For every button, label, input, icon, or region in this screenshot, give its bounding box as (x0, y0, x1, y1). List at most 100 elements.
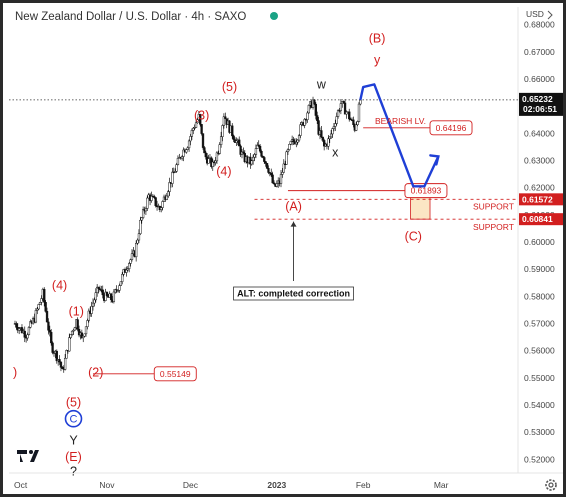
candle-body (327, 138, 330, 147)
candle-body (86, 320, 89, 328)
candle-body (254, 148, 258, 155)
candle-body (187, 140, 191, 149)
candle-body (176, 157, 180, 165)
candle-body (186, 147, 189, 150)
wave-label: (E) (65, 450, 82, 464)
candle-body (153, 196, 156, 198)
price-chart[interactable]: New Zealand Dollar / U.S. Dollar · 4h · … (3, 3, 566, 500)
candle-body (140, 217, 143, 221)
wave-label: (4) (52, 279, 67, 293)
time-tick-label: Oct (14, 480, 28, 490)
candle-body (96, 286, 99, 293)
candle-body (307, 105, 311, 114)
level-value: 0.55149 (160, 369, 191, 379)
candle-body (116, 290, 120, 292)
time-tick-label: Mar (434, 480, 449, 490)
candle-body (296, 139, 299, 143)
candle-body (185, 149, 188, 153)
candle-body (97, 286, 100, 290)
price-tick-label: 0.67000 (524, 47, 555, 57)
wave-label: y (374, 53, 381, 67)
candle-body (204, 152, 207, 158)
symbol-title[interactable]: New Zealand Dollar / U.S. Dollar · 4h · … (15, 11, 246, 23)
candle-body (260, 151, 263, 157)
price-tick-label: 0.55000 (524, 373, 555, 383)
wave-label: (5) (222, 80, 237, 94)
candle-body (285, 151, 288, 165)
support-price-value: 0.60841 (522, 214, 553, 224)
candle-body (221, 125, 224, 137)
candle-body (80, 332, 83, 339)
circled-wave-c-marker (64, 409, 83, 428)
candle-body (119, 281, 122, 286)
price-axis[interactable]: 0.680000.670000.660000.650000.640000.630… (524, 20, 555, 465)
candle-body (48, 329, 51, 333)
candle-body (26, 334, 29, 339)
candle-body (27, 327, 31, 335)
tradingview-logo-icon[interactable] (17, 450, 39, 462)
candle-body (115, 289, 118, 291)
candle-body (65, 350, 68, 359)
candle-body (349, 118, 352, 121)
candle-body (18, 328, 21, 331)
candle-body (335, 116, 338, 124)
candle-body (201, 133, 205, 148)
candle-body (192, 127, 195, 131)
annotation-arrow-icon (290, 221, 297, 227)
candle-body (253, 154, 256, 158)
currency-label[interactable]: USD (526, 9, 544, 19)
candle-body (180, 156, 184, 159)
candle-body (272, 182, 276, 184)
wave-label: (1) (69, 304, 84, 318)
wave-label: ? (70, 465, 77, 479)
candle-body (94, 292, 97, 301)
candle-body (222, 116, 226, 126)
candle-body (45, 311, 49, 323)
candle-body (289, 141, 292, 145)
candle-body (352, 119, 355, 125)
projection-path (359, 83, 440, 188)
candle-body (154, 197, 157, 206)
wave-label: (B) (369, 31, 386, 45)
candle-body (129, 259, 132, 264)
support-price-tag (519, 193, 563, 206)
candle-body (218, 144, 221, 154)
horizontal-levels: 0.55149 0.61893 0.64196 (92, 120, 473, 382)
level-value: 0.61893 (411, 186, 442, 196)
candle-body (189, 136, 192, 142)
candle-body (44, 302, 47, 312)
candle-body (214, 160, 217, 163)
wave-label: (C) (405, 230, 422, 244)
wave-label: (A) (285, 200, 302, 214)
candle-body (101, 289, 104, 296)
candle-body (194, 122, 198, 128)
candle-body (72, 329, 75, 332)
time-tick-label: Feb (356, 480, 371, 490)
annotation-box (233, 286, 354, 301)
candle-body (50, 331, 53, 344)
wave-label: Y (69, 433, 78, 447)
candle-body (63, 357, 67, 370)
candle-body (47, 321, 50, 331)
candle-body (281, 172, 284, 175)
candle-body (329, 133, 333, 138)
chevron-down-icon[interactable] (547, 10, 553, 20)
candle-body (316, 115, 319, 121)
candle-body (135, 243, 138, 258)
candle-body (76, 319, 79, 330)
support-label: SUPPORT (473, 222, 514, 232)
time-tick-label: 2023 (267, 480, 286, 490)
candle-body (43, 289, 46, 303)
candle-body (51, 342, 54, 353)
gear-icon[interactable] (545, 479, 557, 491)
candle-body (69, 334, 72, 338)
candle-body (68, 337, 71, 352)
candle-body (331, 128, 334, 135)
time-axis[interactable]: Oct Nov Dec 2023 Feb Mar (14, 480, 449, 490)
price-tick-label: 0.54000 (524, 400, 555, 410)
candle-body (109, 293, 113, 300)
candlestick-series (13, 96, 362, 373)
candle-body (126, 268, 129, 271)
time-tick-label: Nov (99, 480, 115, 490)
